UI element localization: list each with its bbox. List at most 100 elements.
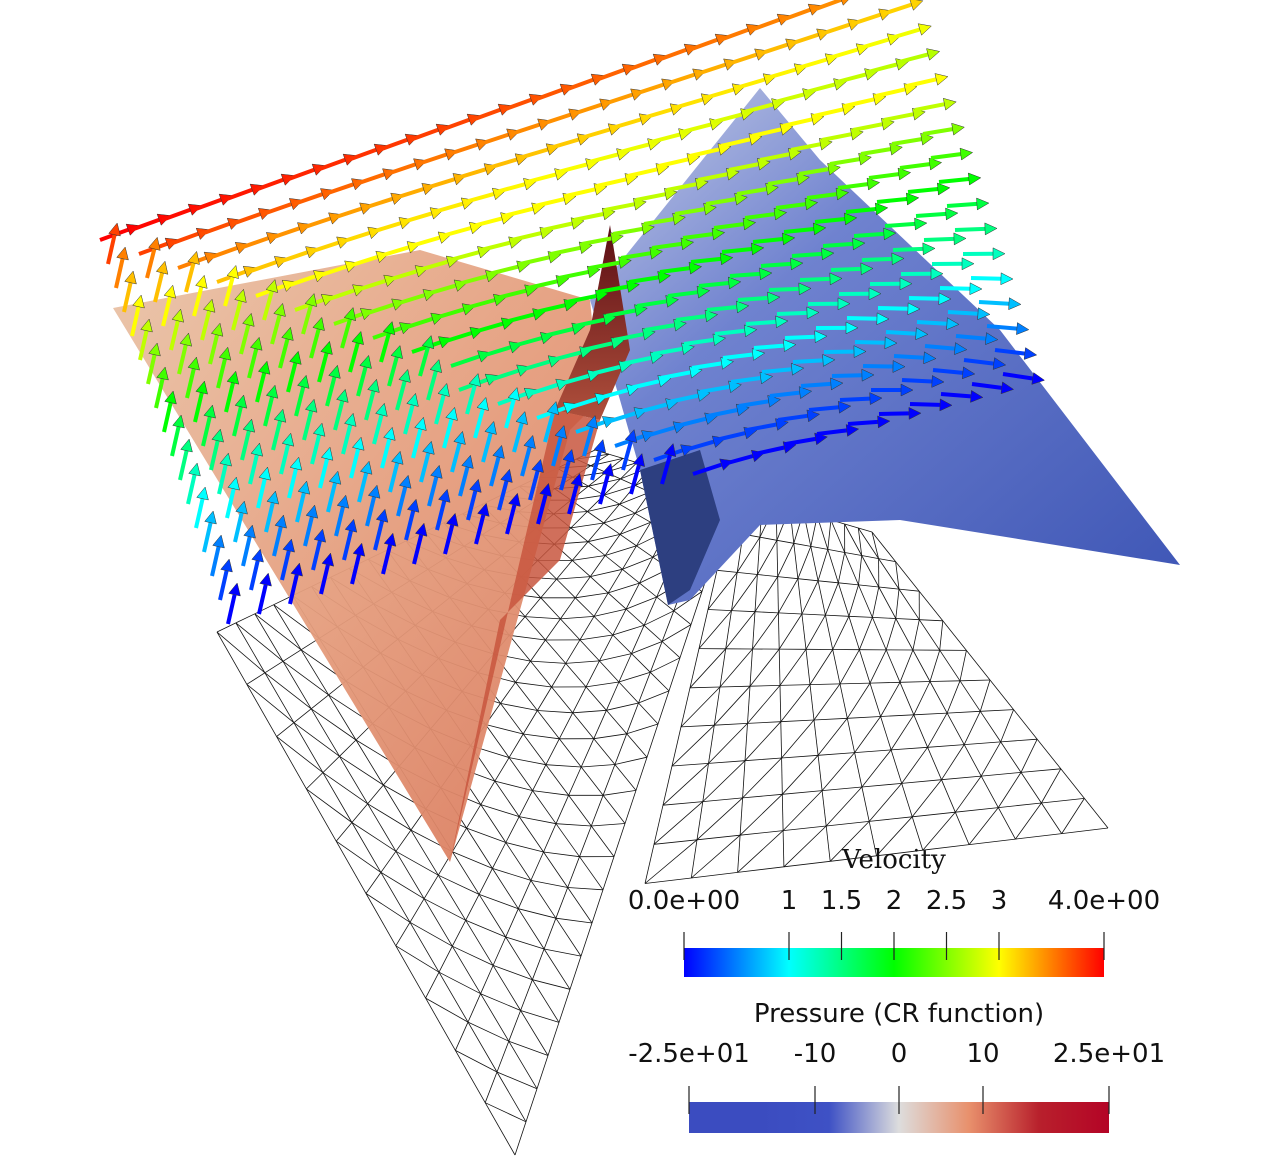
- velocity-arrow-head: [942, 97, 957, 111]
- mesh-edge: [955, 807, 999, 813]
- mesh-edge: [565, 639, 581, 664]
- velocity-arrow-head: [783, 339, 797, 353]
- velocity-arrow-head: [281, 326, 294, 341]
- mesh-edge: [580, 922, 593, 957]
- mesh-edge: [480, 804, 520, 817]
- mesh-edge: [844, 523, 863, 556]
- velocity-arrow-head: [835, 187, 850, 201]
- mesh-edge: [963, 744, 982, 777]
- mesh-edge: [556, 560, 573, 580]
- velocity-arrow-shaft: [295, 492, 306, 523]
- mesh-edge: [913, 714, 928, 748]
- velocity-arrow-shaft: [940, 392, 972, 399]
- velocity-arrow-shaft: [582, 341, 613, 352]
- velocity-arrow-head: [508, 492, 521, 507]
- velocity-arrow-shaft: [443, 524, 455, 555]
- mesh-edge: [829, 821, 870, 862]
- mesh-edge: [618, 653, 632, 683]
- velocity-arrow-shaft: [660, 370, 691, 380]
- velocity-arrow-head: [234, 394, 248, 409]
- velocity-arrow-shaft: [317, 352, 329, 383]
- velocity-arrow-head: [696, 285, 711, 299]
- velocity-arrow-head: [515, 410, 528, 425]
- velocity-arrow-head: [367, 378, 380, 393]
- velocity-arrow-shaft: [200, 222, 230, 236]
- mesh-edge: [625, 608, 645, 626]
- velocity-arrow-shaft: [216, 358, 227, 389]
- mesh-edge: [558, 712, 574, 739]
- velocity-arrow-shaft: [754, 445, 785, 456]
- mesh-edge: [524, 616, 546, 641]
- velocity-arrow-shaft: [978, 300, 1010, 306]
- velocity-arrow-shaft: [590, 450, 602, 481]
- velocity-arrow-head: [806, 409, 821, 423]
- mesh-edge: [639, 582, 657, 598]
- velocity-arrow-shaft: [450, 442, 462, 473]
- velocity-arrow-shaft: [705, 197, 736, 206]
- mesh-edge: [671, 724, 715, 767]
- velocity-arrow-shaft: [301, 304, 313, 335]
- velocity-arrow-shaft: [410, 235, 441, 248]
- mesh-edge: [532, 979, 560, 1023]
- velocity-arrow-head: [593, 438, 607, 453]
- mesh-edge: [235, 622, 266, 674]
- tick-label: 3: [991, 886, 1008, 916]
- velocity-arrow-shaft: [776, 310, 808, 316]
- mesh-edge: [1061, 798, 1085, 834]
- mesh-edge: [555, 887, 569, 919]
- mesh-edge: [480, 780, 496, 805]
- velocity-arrow-shaft: [658, 157, 689, 168]
- mesh-edge: [890, 749, 903, 784]
- velocity-arrow-shaft: [847, 419, 879, 426]
- mesh-edge: [782, 790, 823, 831]
- velocity-arrow-shaft: [627, 167, 658, 178]
- velocity-arrow-head: [883, 227, 897, 241]
- mesh-edge: [898, 588, 920, 592]
- velocity-arrow-shaft: [684, 439, 715, 452]
- mesh-edge: [777, 543, 795, 577]
- velocity-arrow-shaft: [774, 92, 805, 104]
- velocity-arrow-shaft: [433, 201, 464, 214]
- velocity-arrow-shaft: [559, 373, 590, 386]
- velocity-arrow-head: [290, 562, 303, 577]
- velocity-arrow-shaft: [963, 358, 995, 366]
- velocity-arrow-shaft: [830, 266, 862, 272]
- mesh-edge: [293, 722, 324, 773]
- mesh-edge: [707, 609, 732, 611]
- velocity-arrow-head: [218, 346, 232, 361]
- velocity-arrow-head: [406, 498, 420, 513]
- velocity-arrow-shaft: [626, 57, 656, 72]
- velocity-arrow-shaft: [581, 236, 612, 246]
- mesh-edge: [781, 754, 819, 759]
- mesh-edge: [869, 682, 881, 717]
- mesh-edge: [605, 545, 637, 556]
- mesh-edge: [603, 478, 621, 496]
- velocity-arrow-shaft: [657, 47, 687, 62]
- velocity-arrow-shaft: [248, 454, 259, 485]
- mesh-edge: [854, 752, 863, 788]
- mesh-edge: [254, 613, 284, 662]
- mesh-edge: [911, 816, 924, 851]
- velocity-arrow-shaft: [551, 436, 563, 467]
- velocity-arrow-head: [391, 450, 404, 465]
- mesh-edge: [830, 519, 846, 553]
- velocity-arrow-shaft: [505, 504, 517, 535]
- velocity-arrow-shaft: [750, 17, 780, 32]
- velocity-arrow-shaft: [256, 478, 267, 509]
- velocity-arrow-head: [148, 236, 161, 251]
- velocity-arrow-shaft: [310, 434, 322, 465]
- velocity-arrow-shaft: [559, 460, 571, 491]
- velocity-arrow-head: [258, 466, 272, 481]
- velocity-arrow-shaft: [613, 332, 644, 342]
- velocity-arrow-shaft: [247, 260, 277, 274]
- velocity-arrow-head: [934, 73, 949, 86]
- mesh-edge: [776, 539, 794, 544]
- velocity-arrow-shaft: [465, 384, 477, 415]
- velocity-arrow-shaft: [565, 187, 596, 198]
- velocity-arrow-shaft: [882, 2, 913, 16]
- mesh-edge: [532, 764, 547, 791]
- velocity-arrow-shaft: [394, 187, 425, 200]
- mesh-edge: [783, 860, 831, 868]
- velocity-arrow-shaft: [162, 402, 173, 433]
- mesh-edge: [438, 946, 453, 973]
